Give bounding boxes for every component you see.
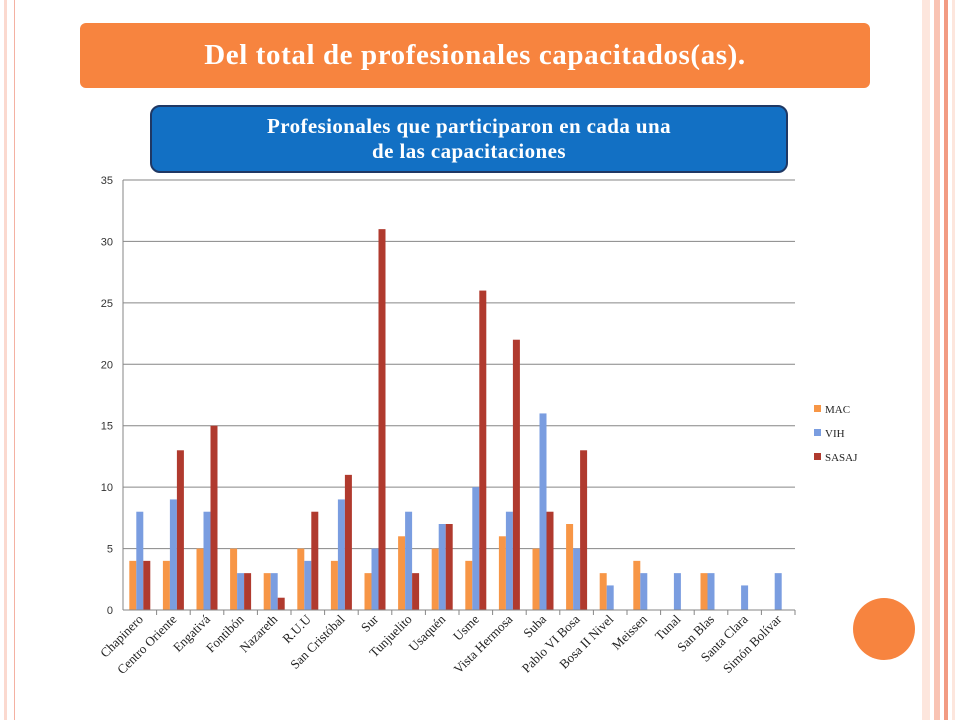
bar-sasaj [176,450,184,610]
bar-sasaj [277,597,285,610]
bar-vih [573,548,581,610]
bar-vih [371,548,379,610]
bar-mac [364,573,372,610]
bar-sasaj [512,339,520,610]
bar-mac [129,560,137,610]
x-tick-label: Sur [358,611,382,635]
bar-vih [405,511,413,610]
frame-stripe [952,0,955,720]
bar-sasaj [546,511,554,610]
bar-mac [297,548,305,610]
decorative-circle [853,598,915,660]
subtitle-line-1: Profesionales que participaron en cada u… [267,114,671,138]
bar-sasaj [479,290,487,610]
x-tick-label: Usaquén [406,611,449,654]
legend-swatch-sasaj [814,453,821,460]
bar-vih [136,511,144,610]
y-tick-label: 0 [107,605,113,617]
bar-sasaj [378,229,386,610]
bar-mac [566,524,574,610]
bar-sasaj [580,450,588,610]
bar-vih [774,573,782,610]
bar-vih [505,511,513,610]
slide-title: Del total de profesionales capacitados(a… [204,39,746,71]
bar-vih [741,585,749,610]
bar-mac [398,536,406,610]
title-banner: Del total de profesionales capacitados(a… [80,23,870,88]
bar-vih [203,511,211,610]
bar-mac [263,573,271,610]
legend-swatch-vih [814,429,821,436]
left-frame-border [0,0,15,720]
bar-sasaj [143,560,151,610]
y-tick-label: 20 [101,359,113,371]
bar-vih [337,499,345,610]
subtitle-box: Profesionales que participaron en cada u… [150,105,788,173]
legend-label-mac: MAC [825,404,850,416]
bar-mac [532,548,540,610]
bar-vih [304,560,312,610]
bar-mac [431,548,439,610]
bar-vih [606,585,614,610]
bar-vih [673,573,681,610]
bar-sasaj [412,573,420,610]
bar-mac [196,548,204,610]
right-frame-border [922,0,960,720]
y-tick-label: 15 [101,421,113,433]
frame-stripe [944,0,948,720]
bar-mac [700,573,708,610]
x-tick-label: Suba [520,611,549,640]
bar-vih [707,573,715,610]
y-tick-label: 10 [101,482,113,494]
bar-mac [498,536,506,610]
bar-mac [599,573,607,610]
legend-label-vih: VIH [825,428,845,440]
legend-swatch-mac [814,405,821,412]
bar-sasaj [445,524,453,610]
bar-mac [465,560,473,610]
bar-mac [330,560,338,610]
y-tick-label: 5 [107,544,113,556]
bar-vih [169,499,177,610]
bar-vih [237,573,245,610]
subtitle-line-2: de las capacitaciones [372,139,566,163]
bar-vih [539,413,547,610]
y-tick-label: 30 [101,236,113,248]
frame-stripe [934,0,940,720]
bar-sasaj [244,573,252,610]
y-tick-label: 35 [101,175,113,187]
bar-vih [270,573,278,610]
legend-label-sasaj: SASAJ [825,452,858,464]
bar-mac [162,560,170,610]
x-tick-label: Nazareth [237,611,281,655]
x-tick-label: Meissen [609,611,651,653]
bar-mac [633,560,641,610]
frame-stripe [922,0,930,720]
y-tick-label: 25 [101,298,113,310]
bar-sasaj [311,511,319,610]
bar-sasaj [344,474,352,610]
bar-mac [230,548,238,610]
bar-sasaj [210,425,218,610]
bar-vih [472,487,480,610]
bar-vih [640,573,648,610]
bar-vih [438,524,446,610]
